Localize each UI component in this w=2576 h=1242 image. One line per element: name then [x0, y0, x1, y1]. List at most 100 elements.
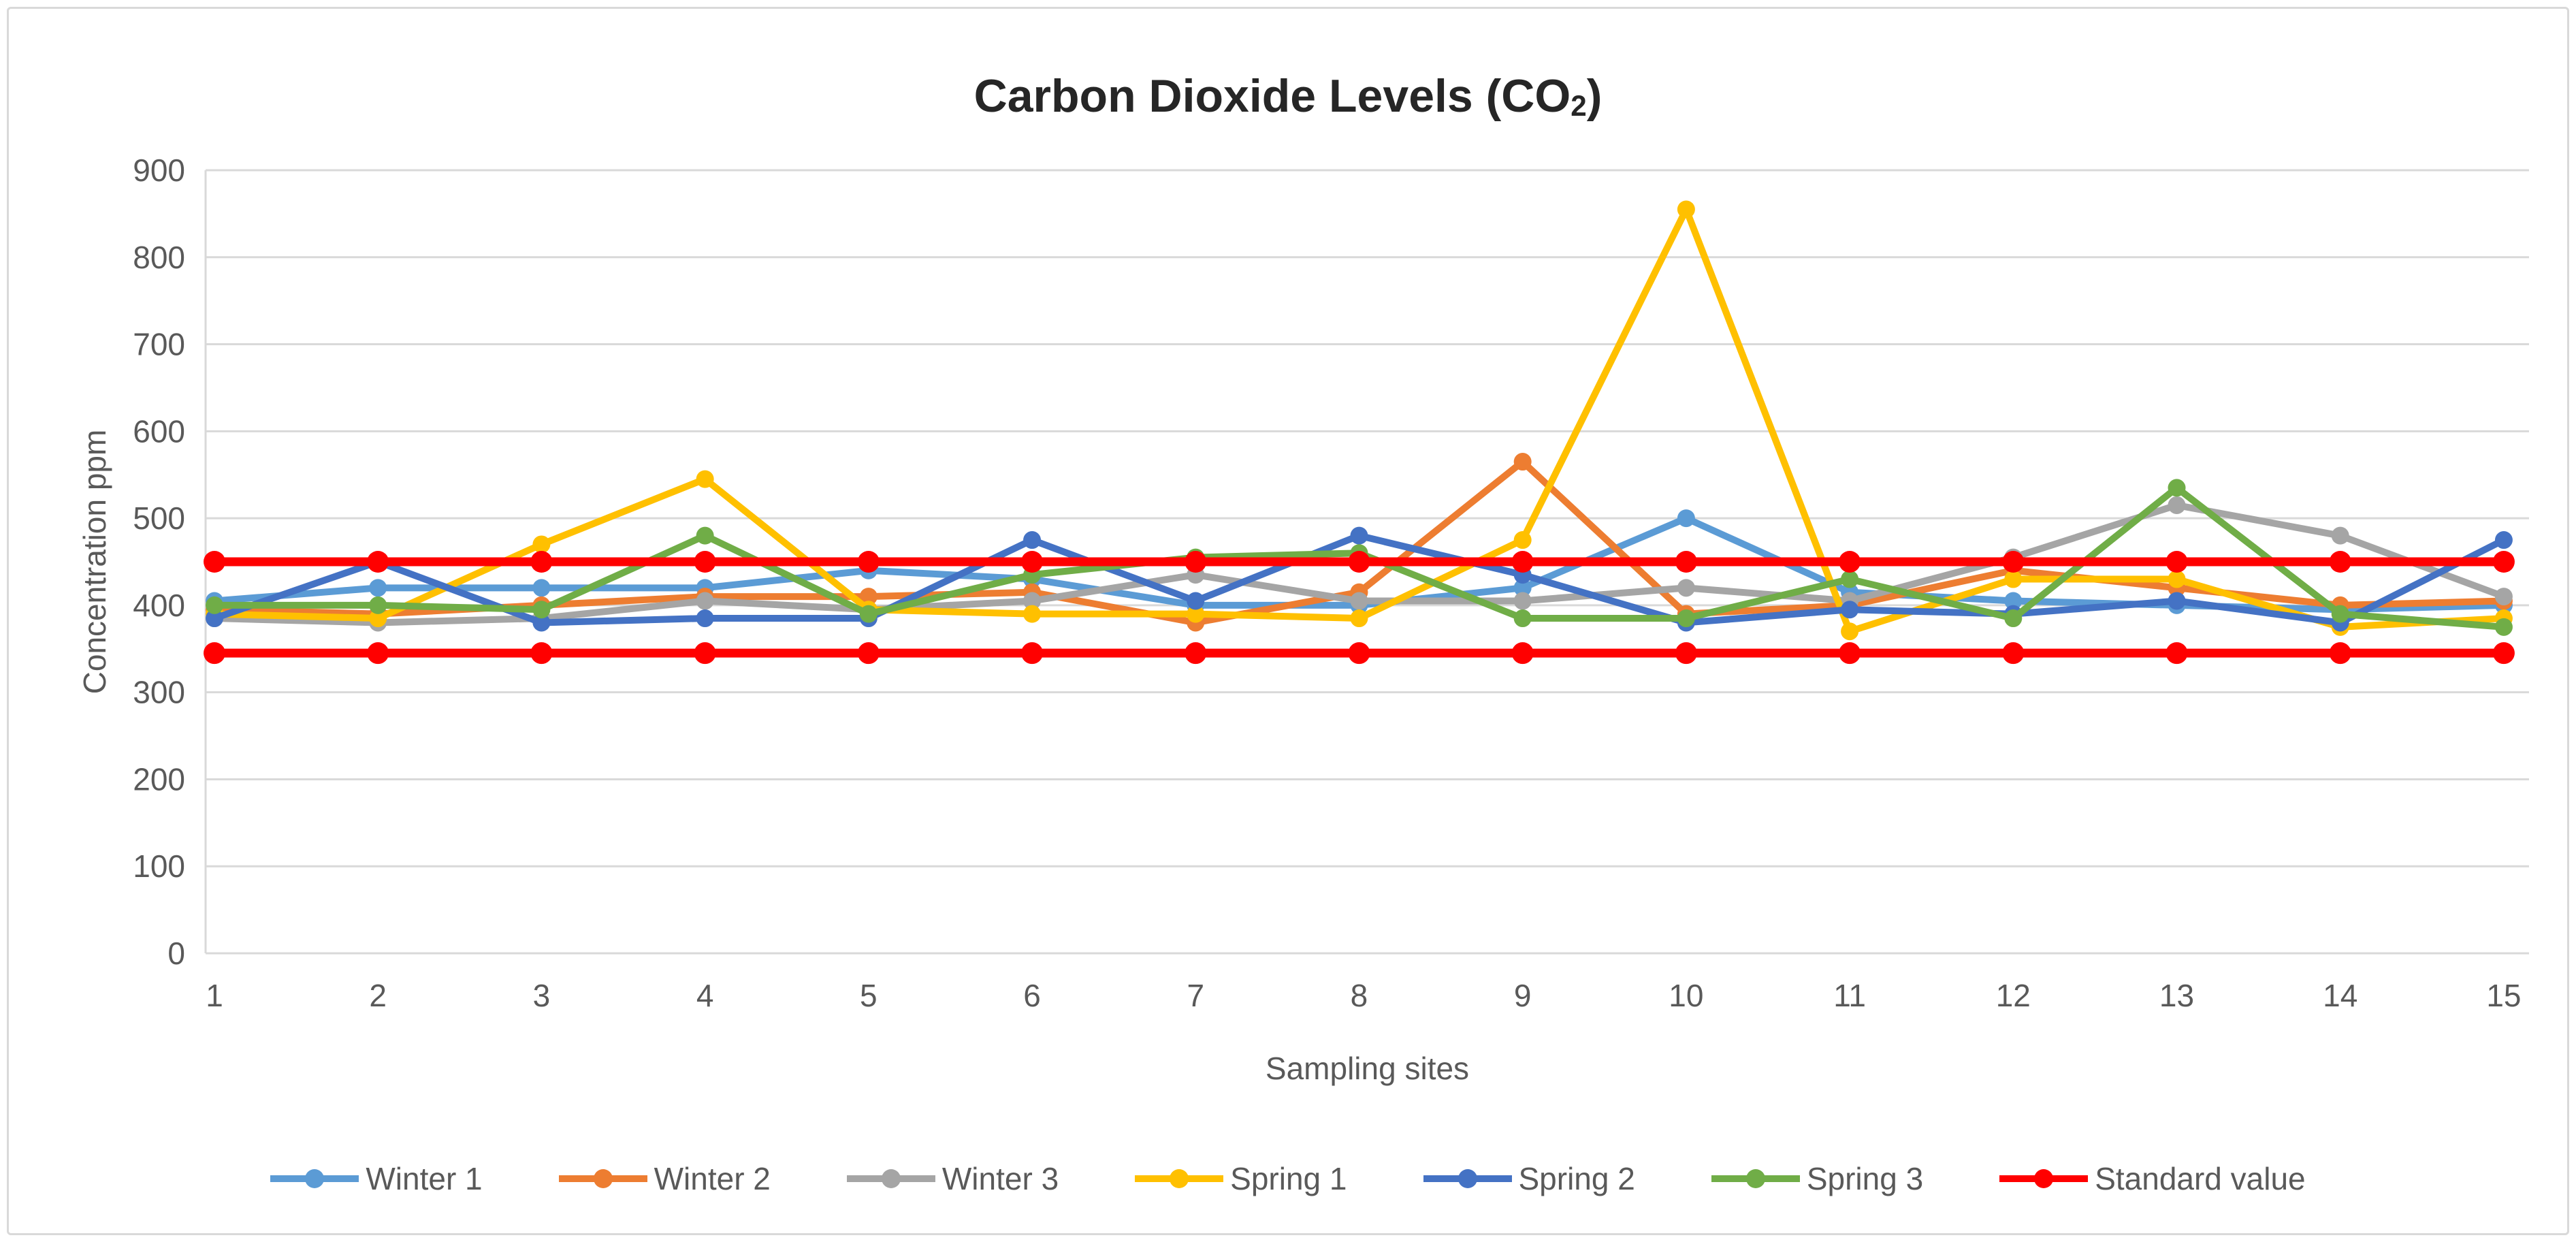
series-marker-spring-2-data	[2494, 531, 2513, 550]
x-tick-label: 9	[1514, 978, 1532, 1013]
series-marker-standard-value-standard-lower	[1675, 642, 1697, 665]
series-marker-spring-1-data	[1023, 605, 1042, 623]
x-tick-label: 15	[2486, 978, 2521, 1013]
legend-label: Winter 3	[941, 1161, 1059, 1196]
series-marker-standard-value-standard-upper	[1348, 551, 1370, 573]
legend-item-winter-3: Winter 3	[846, 1160, 1059, 1197]
series-marker-standard-value-standard-upper	[204, 551, 225, 573]
series-marker-standard-value-standard-upper	[694, 551, 716, 573]
legend: Winter 1 Winter 2 Winter 3 Spring 1 Spring 2…	[0, 1160, 2576, 1197]
x-axis-title: Sampling sites	[1266, 1051, 1469, 1086]
series-marker-spring-3-data	[2004, 609, 2023, 628]
chart-title-suffix: )	[1586, 70, 1603, 122]
x-tick-label: 8	[1351, 978, 1368, 1013]
series-marker-standard-value-standard-lower	[857, 642, 880, 665]
series-marker-standard-value-standard-lower	[2329, 642, 2351, 665]
series-marker-standard-value-standard-lower	[694, 642, 716, 665]
series-marker-standard-value-standard-upper	[1675, 551, 1697, 573]
series-marker-spring-2-data	[696, 609, 714, 628]
series-marker-spring-2-data	[1841, 601, 1859, 619]
series-marker-winter-1-data	[1677, 509, 1695, 528]
series-marker-standard-value-standard-upper	[1839, 551, 1861, 573]
x-tick-label: 10	[1669, 978, 1703, 1013]
y-tick-label: 900	[133, 153, 185, 188]
series-marker-spring-1-data	[1677, 200, 1695, 219]
series-marker-standard-value-standard-upper	[530, 551, 553, 573]
series-marker-standard-value-standard-upper	[2002, 551, 2025, 573]
series-marker-standard-value-standard-lower	[2166, 642, 2188, 665]
series-marker-standard-value-standard-upper	[857, 551, 880, 573]
series-marker-winter-3-data	[2494, 588, 2513, 606]
legend-label: Winter 1	[366, 1161, 483, 1196]
series-marker-winter-3-data	[1513, 592, 1532, 610]
series-marker-standard-value-standard-lower	[367, 642, 389, 665]
legend-marker-icon	[1135, 1169, 1224, 1188]
x-tick-label: 14	[2323, 978, 2357, 1013]
legend-marker-icon	[270, 1169, 359, 1188]
y-tick-label: 400	[133, 588, 185, 623]
y-tick-label: 200	[133, 761, 185, 797]
x-tick-label: 4	[696, 978, 714, 1013]
x-tick-label: 2	[369, 978, 387, 1013]
series-marker-standard-value-standard-lower	[2492, 642, 2515, 665]
x-tick-label: 7	[1187, 978, 1204, 1013]
legend-marker-icon	[558, 1169, 647, 1188]
x-tick-label: 13	[2159, 978, 2194, 1013]
series-marker-winter-1-data	[369, 579, 387, 597]
x-tick-label: 5	[860, 978, 878, 1013]
series-marker-spring-1-data	[1187, 605, 1205, 623]
series-marker-spring-3-data	[1513, 609, 1532, 628]
series-marker-standard-value-standard-lower	[1185, 642, 1207, 665]
legend-label: Spring 3	[1806, 1161, 1924, 1196]
series-marker-standard-value-standard-lower	[1348, 642, 1370, 665]
y-axis-title: Concentration ppm	[77, 430, 112, 695]
series-marker-spring-1-data	[2168, 570, 2186, 588]
legend-label: Spring 2	[1518, 1161, 1635, 1196]
series-marker-spring-1-data	[532, 535, 551, 554]
legend-label: Spring 1	[1230, 1161, 1347, 1196]
series-marker-standard-value-standard-upper	[1511, 551, 1534, 573]
x-tick-label: 3	[533, 978, 551, 1013]
series-marker-winter-1-data	[1513, 579, 1532, 597]
series-marker-spring-3-data	[369, 596, 387, 614]
series-marker-spring-3-data	[1841, 570, 1859, 588]
y-tick-label: 700	[133, 327, 185, 362]
series-marker-winter-3-data	[1350, 592, 1368, 610]
chart-title-subscript: 2	[1571, 90, 1587, 122]
legend-marker-icon	[1999, 1169, 2089, 1188]
legend-item-spring-2: Spring 2	[1423, 1160, 1635, 1197]
series-marker-spring-1-data	[2004, 570, 2023, 588]
series-marker-spring-3-data	[532, 601, 551, 619]
series-marker-spring-2-data	[1023, 531, 1042, 550]
legend-marker-icon	[1711, 1169, 1800, 1188]
series-marker-standard-value-standard-lower	[530, 642, 553, 665]
x-tick-label: 12	[1996, 978, 2031, 1013]
series-marker-winter-1-data	[532, 579, 551, 597]
legend-item-spring-3: Spring 3	[1711, 1160, 1923, 1197]
series-marker-winter-1-data	[2004, 592, 2023, 610]
series-marker-spring-3-data	[696, 526, 714, 545]
x-tick-label: 6	[1023, 978, 1041, 1013]
series-marker-standard-value-standard-lower	[1511, 642, 1534, 665]
series-marker-standard-value-standard-lower	[1021, 642, 1044, 665]
legend-item-standard-value: Standard value	[1999, 1160, 2306, 1197]
series-marker-standard-value-standard-upper	[1021, 551, 1044, 573]
series-marker-standard-value-standard-upper	[2492, 551, 2515, 573]
series-marker-spring-3-data	[2168, 479, 2186, 497]
series-marker-spring-2-data	[532, 614, 551, 632]
series-marker-spring-2-data	[1187, 592, 1205, 610]
x-tick-label: 11	[1833, 978, 1866, 1013]
series-marker-winter-3-data	[696, 592, 714, 610]
legend-marker-icon	[1423, 1169, 1512, 1188]
series-marker-winter-3-data	[2331, 526, 2349, 545]
series-marker-winter-2-data	[859, 588, 878, 606]
x-tick-label: 1	[206, 978, 223, 1013]
legend-marker-icon	[846, 1169, 935, 1188]
series-marker-winter-3-data	[1023, 592, 1042, 610]
series-marker-standard-value-standard-lower	[204, 642, 225, 665]
chart-title: Carbon Dioxide Levels (CO2)	[0, 69, 2576, 123]
series-marker-standard-value-standard-upper	[2166, 551, 2188, 573]
series-marker-winter-3-data	[1677, 579, 1695, 597]
y-tick-label: 300	[133, 675, 185, 710]
